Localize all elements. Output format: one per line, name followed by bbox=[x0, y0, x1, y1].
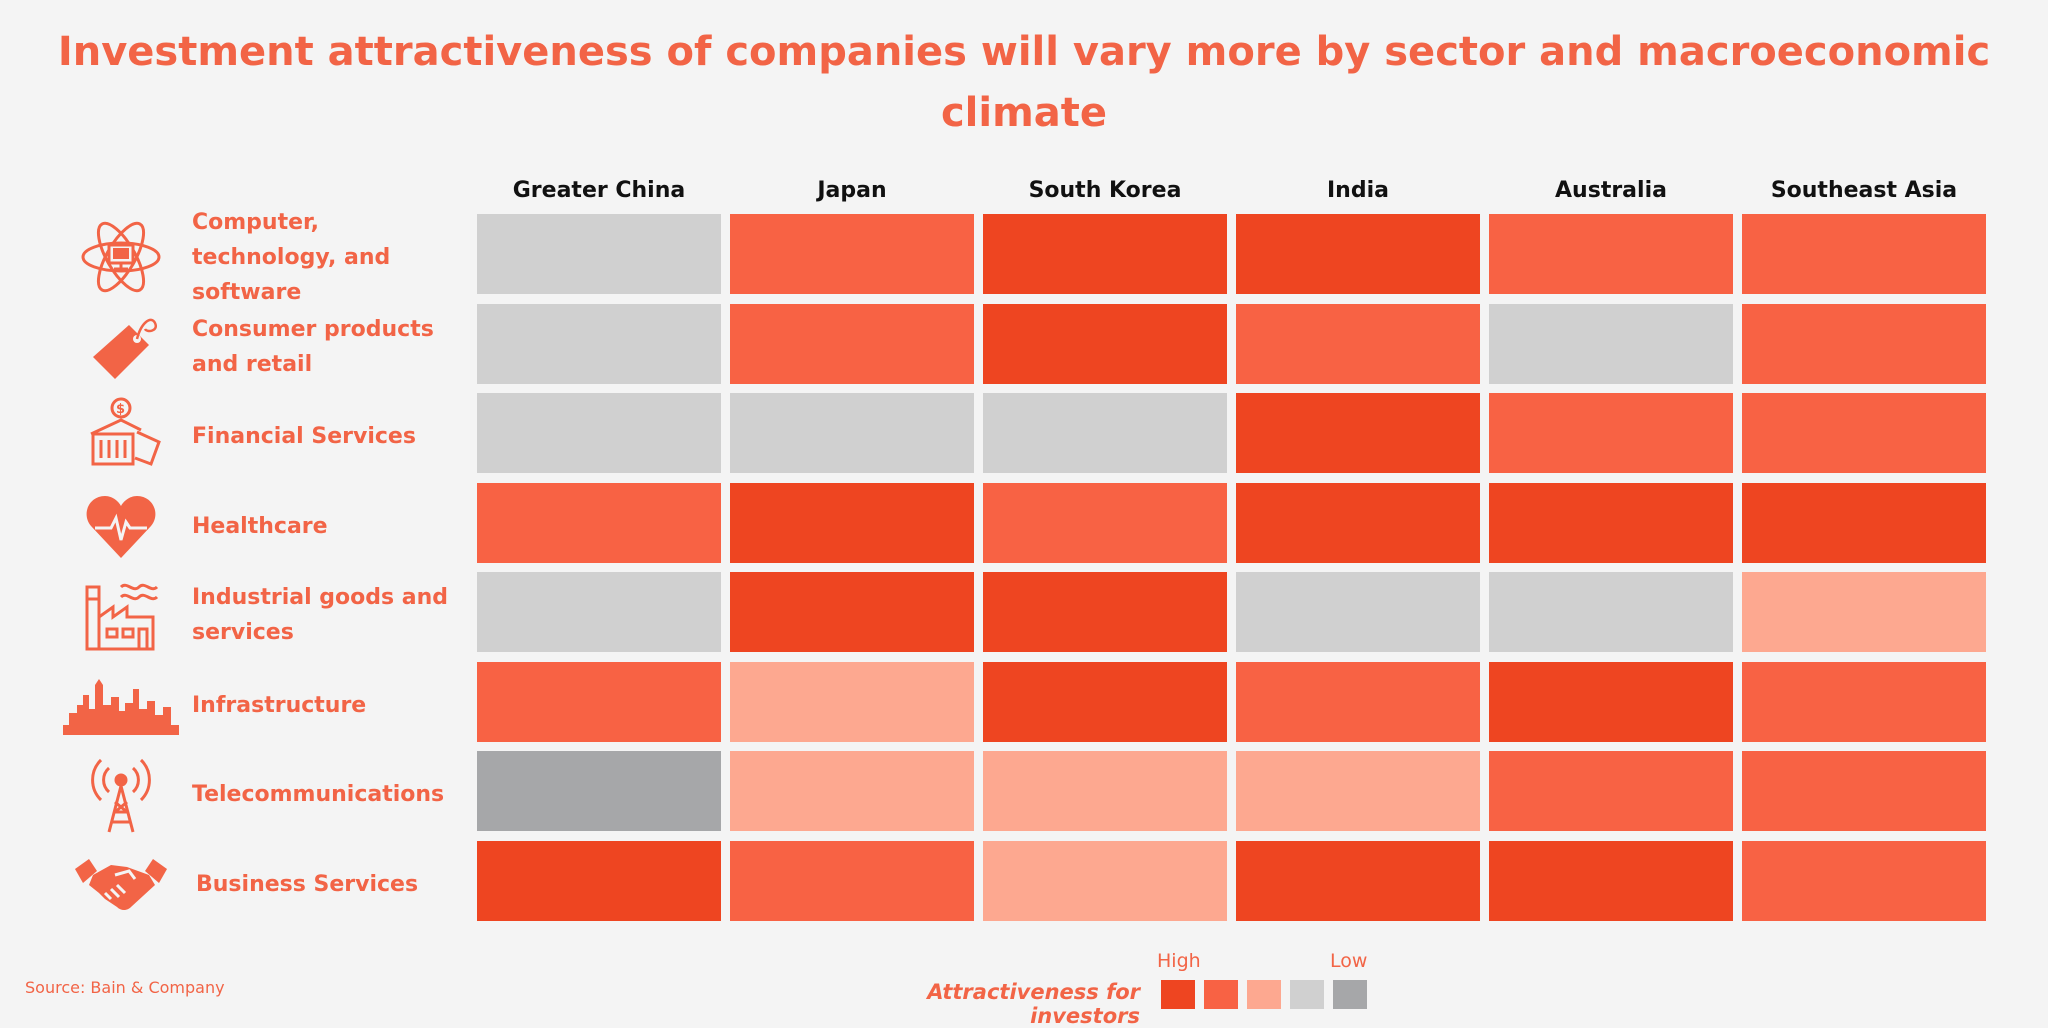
heatmap-cell bbox=[730, 751, 974, 831]
legend-swatch bbox=[1290, 980, 1324, 1009]
heatmap-cell bbox=[1742, 304, 1986, 384]
heatmap-cell bbox=[477, 483, 721, 563]
row-label-text: Computer, technology, and software bbox=[192, 209, 391, 305]
legend-low-label: Low bbox=[1330, 950, 1368, 972]
heatmap-cell bbox=[983, 841, 1227, 921]
heatmap-cell bbox=[730, 214, 974, 294]
column-header: Japan bbox=[817, 178, 887, 203]
column-header: South Korea bbox=[1028, 178, 1182, 203]
heatmap-cell bbox=[730, 393, 974, 473]
heatmap-cell bbox=[730, 841, 974, 921]
heatmap-cell bbox=[1489, 572, 1733, 652]
heatmap-cell bbox=[477, 304, 721, 384]
heatmap-cell bbox=[983, 662, 1227, 742]
heatmap-cell bbox=[1742, 662, 1986, 742]
legend-swatch bbox=[1204, 980, 1238, 1009]
heatmap-cell bbox=[1236, 841, 1480, 921]
row-label: Computer, technology, and software bbox=[192, 210, 462, 305]
handshake-icon bbox=[56, 844, 186, 924]
heatmap-cell bbox=[477, 751, 721, 831]
heatmap-cell bbox=[477, 841, 721, 921]
source-note: Source: Bain & Company bbox=[25, 978, 225, 997]
column-header: India bbox=[1327, 178, 1389, 203]
row-label-text: Consumer products and retail bbox=[192, 317, 434, 377]
heatmap-cell bbox=[1489, 304, 1733, 384]
heatmap-cell bbox=[730, 304, 974, 384]
heatmap-cell bbox=[1742, 483, 1986, 563]
heatmap-cell bbox=[1236, 304, 1480, 384]
heatmap-cell bbox=[983, 483, 1227, 563]
heatmap-cell bbox=[1489, 662, 1733, 742]
heatmap-cell bbox=[1236, 483, 1480, 563]
heatmap-cell bbox=[477, 214, 721, 294]
column-header: Australia bbox=[1555, 178, 1667, 203]
row-label-text: Financial Services bbox=[192, 423, 416, 449]
row-label: Infrastructure bbox=[192, 665, 462, 745]
heatmap-cell bbox=[1489, 214, 1733, 294]
heatmap-cell bbox=[1236, 214, 1480, 294]
heatmap-cell bbox=[1236, 751, 1480, 831]
heatmap-cell bbox=[477, 393, 721, 473]
heatmap-cell bbox=[730, 483, 974, 563]
factory-icon bbox=[56, 575, 186, 655]
heatmap-cell bbox=[1742, 393, 1986, 473]
heatmap-cell bbox=[1742, 751, 1986, 831]
heatmap-cell bbox=[983, 572, 1227, 652]
row-label: Consumer products and retail bbox=[192, 307, 462, 387]
heatmap-cell bbox=[477, 662, 721, 742]
heatmap-cell bbox=[983, 304, 1227, 384]
legend-swatch bbox=[1333, 980, 1367, 1009]
row-label-text: Telecommunications bbox=[192, 781, 445, 807]
heatmap-cell bbox=[1742, 572, 1986, 652]
column-header: Greater China bbox=[512, 178, 686, 203]
heatmap-cell bbox=[1489, 393, 1733, 473]
heatmap-cell bbox=[1236, 393, 1480, 473]
heatmap-cell bbox=[1236, 572, 1480, 652]
legend-title: Attractiveness for investors bbox=[927, 980, 1140, 1028]
heatmap-cell bbox=[730, 572, 974, 652]
row-label: Business Services bbox=[196, 844, 466, 924]
heatmap-cell bbox=[983, 393, 1227, 473]
heatmap-cell bbox=[983, 214, 1227, 294]
heatmap-cell bbox=[1742, 214, 1986, 294]
row-label-text: Infrastructure bbox=[192, 692, 367, 718]
heatmap-cell bbox=[477, 572, 721, 652]
heatmap-cell bbox=[1742, 841, 1986, 921]
column-header: Southeast Asia bbox=[1770, 178, 1958, 203]
legend-swatch bbox=[1247, 980, 1281, 1009]
row-label: Industrial goods and services bbox=[192, 575, 462, 655]
legend-swatch bbox=[1161, 980, 1195, 1009]
row-label: Telecommunications bbox=[192, 754, 462, 834]
radio-tower-icon bbox=[56, 754, 186, 834]
bank-money-icon: $ bbox=[56, 396, 186, 476]
row-label: Healthcare bbox=[192, 486, 462, 566]
chart-title: Investment attractiveness of companies w… bbox=[57, 29, 1991, 136]
row-label-text: Industrial goods and services bbox=[192, 585, 449, 645]
row-label: Financial Services bbox=[192, 396, 462, 476]
heatmap-cell bbox=[1489, 841, 1733, 921]
price-tag-icon bbox=[56, 307, 186, 387]
legend-high-label: High bbox=[1157, 950, 1201, 972]
row-label-text: Business Services bbox=[196, 871, 419, 897]
heatmap-cell bbox=[1489, 751, 1733, 831]
heatmap-cell bbox=[1236, 662, 1480, 742]
city-skyline-icon bbox=[56, 665, 186, 745]
heatmap-cell bbox=[730, 662, 974, 742]
heart-pulse-icon bbox=[56, 486, 186, 566]
atom-computer-icon bbox=[56, 217, 186, 297]
row-label-text: Healthcare bbox=[192, 513, 328, 539]
heatmap-cell bbox=[983, 751, 1227, 831]
heatmap-cell bbox=[1489, 483, 1733, 563]
svg-text:$: $ bbox=[116, 402, 125, 417]
